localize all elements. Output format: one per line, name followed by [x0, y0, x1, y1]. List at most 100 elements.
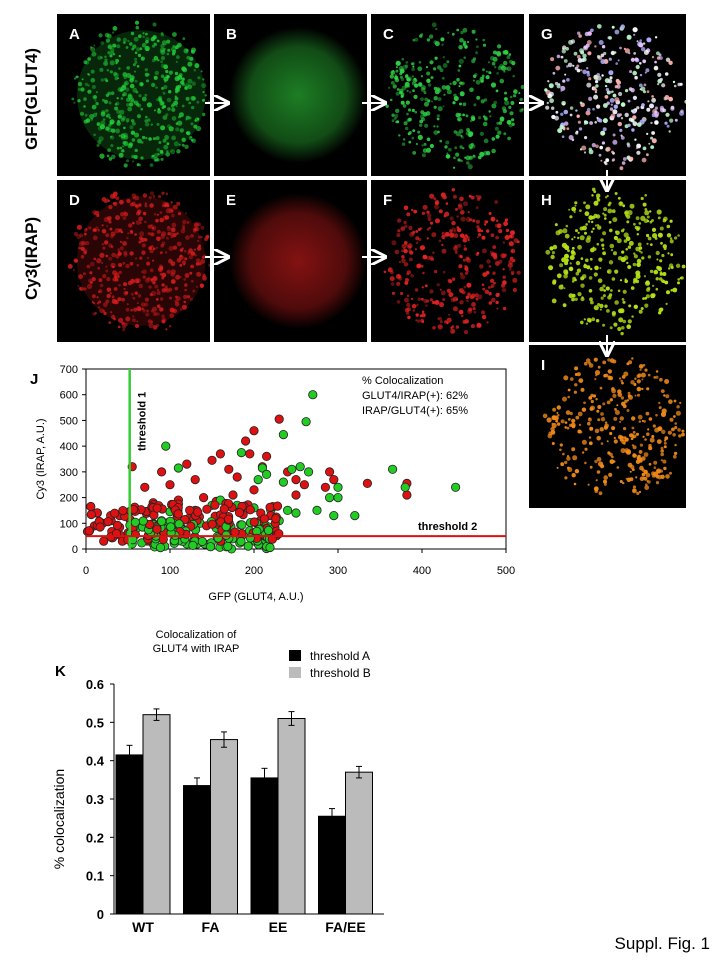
panel-g: G: [529, 14, 686, 176]
panel-label-k: K: [55, 663, 66, 680]
error-bar-k: [153, 708, 160, 721]
scatter-point-green: [333, 492, 343, 503]
scatter-point-red: [207, 519, 217, 529]
scatter-point-red: [299, 480, 309, 490]
scatter-point-red: [199, 492, 209, 503]
annotation-j: GLUT4/IRAP(+): 62%: [362, 390, 468, 402]
bar-threshold-a: [183, 785, 211, 915]
scatter-point-green: [400, 482, 410, 492]
y-tick-label-k: 0.5: [86, 715, 104, 730]
scatter-point-red: [157, 467, 167, 477]
x-tick-label-j: 500: [497, 565, 515, 577]
scatter-point-red: [234, 507, 245, 518]
scatter-point-red: [362, 478, 372, 488]
cell-image-c: [385, 22, 524, 170]
scatter-chart-j: J 0 100 200 300 400 500 600 700 0 100 200 300 400 500 G…: [30, 364, 515, 603]
scatter-point-red: [86, 509, 96, 520]
scatter-point-red: [259, 514, 270, 524]
bar-threshold-a: [115, 754, 144, 915]
cell-image-g: [544, 24, 686, 171]
scatter-point-red: [112, 520, 123, 531]
workflow-arrows: [205, 0, 720, 380]
panel-label-h: H: [541, 192, 552, 209]
panel-label-e: E: [226, 192, 237, 209]
scatter-point-green: [287, 464, 297, 474]
scatter-point-red: [291, 490, 301, 500]
y-tick-label-k: 0.3: [86, 792, 104, 807]
scatter-point-red: [84, 526, 94, 536]
scatter-point-green: [387, 464, 398, 474]
panel-d: D: [57, 180, 210, 342]
panel-e: E: [214, 180, 367, 342]
y-tick-label-j: 400: [60, 441, 78, 453]
error-bar-k: [221, 731, 227, 748]
scatter-point-green: [278, 477, 288, 487]
bar-threshold-a: [318, 815, 346, 915]
scatter-point-green: [253, 474, 263, 485]
scatter-point-red: [228, 490, 238, 500]
threshold-1-label: threshold 1: [137, 392, 149, 451]
figure-footer: Suppl. Fig. 1: [614, 934, 710, 953]
x-tick-label-j: 100: [161, 565, 179, 577]
panel-b: B: [214, 14, 367, 176]
scatter-point-red: [291, 474, 301, 485]
error-bar-k: [126, 744, 133, 765]
y-tick-label-j: 200: [60, 493, 78, 505]
scatter-point-red: [95, 522, 105, 532]
scatter-point-green: [303, 467, 314, 477]
bar-threshold-b: [277, 718, 306, 915]
scatter-point-green: [130, 517, 140, 527]
panel-label-a: A: [69, 26, 80, 43]
scatter-point-green: [257, 463, 267, 473]
panel-label-c: C: [383, 26, 394, 43]
scatter-point-red: [219, 504, 229, 514]
scatter-point-red: [207, 455, 217, 465]
scatter-point-red: [210, 500, 220, 510]
scatter-point-green: [236, 447, 246, 458]
cell-image-d: [67, 191, 210, 332]
panel-label-f: F: [383, 192, 393, 209]
legend-label-k: threshold B: [310, 666, 371, 680]
scatter-point-red: [241, 436, 251, 446]
scatter-point-green: [261, 469, 272, 479]
scatter-point-red: [249, 426, 259, 436]
scatter-point-green: [263, 525, 274, 536]
scatter-point-red: [193, 507, 203, 517]
y-tick-label-k: 0.6: [86, 677, 104, 692]
scatter-point-green: [155, 542, 166, 553]
scatter-point-red: [103, 516, 113, 527]
scatter-point-green: [197, 536, 207, 547]
scatter-point-green: [333, 482, 343, 492]
panel-label-b: B: [226, 26, 237, 43]
y-tick-label-k: 0: [97, 907, 104, 922]
scatter-point-red: [324, 467, 335, 477]
x-tick-label-j: 300: [329, 565, 347, 577]
scatter-point-red: [202, 504, 212, 514]
scatter-point-red: [224, 464, 234, 474]
y-tick-label-j: 300: [60, 467, 78, 479]
scatter-point-red: [261, 451, 272, 461]
y-tick-label-k: 0.4: [86, 754, 105, 769]
scatter-point-green: [329, 510, 339, 521]
category-label-k: FA/EE: [325, 919, 365, 935]
scatter-point-green: [161, 441, 171, 451]
panel-i: I: [529, 345, 686, 508]
scatter-point-red: [272, 501, 283, 511]
scatter-point-red: [173, 509, 183, 519]
scatter-point-red: [140, 482, 150, 492]
scatter-point-green: [188, 540, 198, 551]
scatter-point-green: [265, 542, 275, 553]
category-label-k: WT: [132, 919, 154, 935]
y-axis-label-k: % colocalization: [51, 769, 67, 869]
scatter-point-red: [165, 480, 175, 490]
scatter-point-green: [237, 520, 247, 530]
scatter-point-green: [350, 510, 360, 521]
scatter-point-green: [278, 429, 288, 440]
panel-h: H: [529, 180, 686, 342]
scatter-point-green: [205, 542, 216, 552]
scatter-point-red: [232, 472, 242, 482]
scatter-point-green: [312, 505, 322, 515]
scatter-point-green: [308, 390, 318, 400]
error-bar-k: [194, 777, 200, 794]
